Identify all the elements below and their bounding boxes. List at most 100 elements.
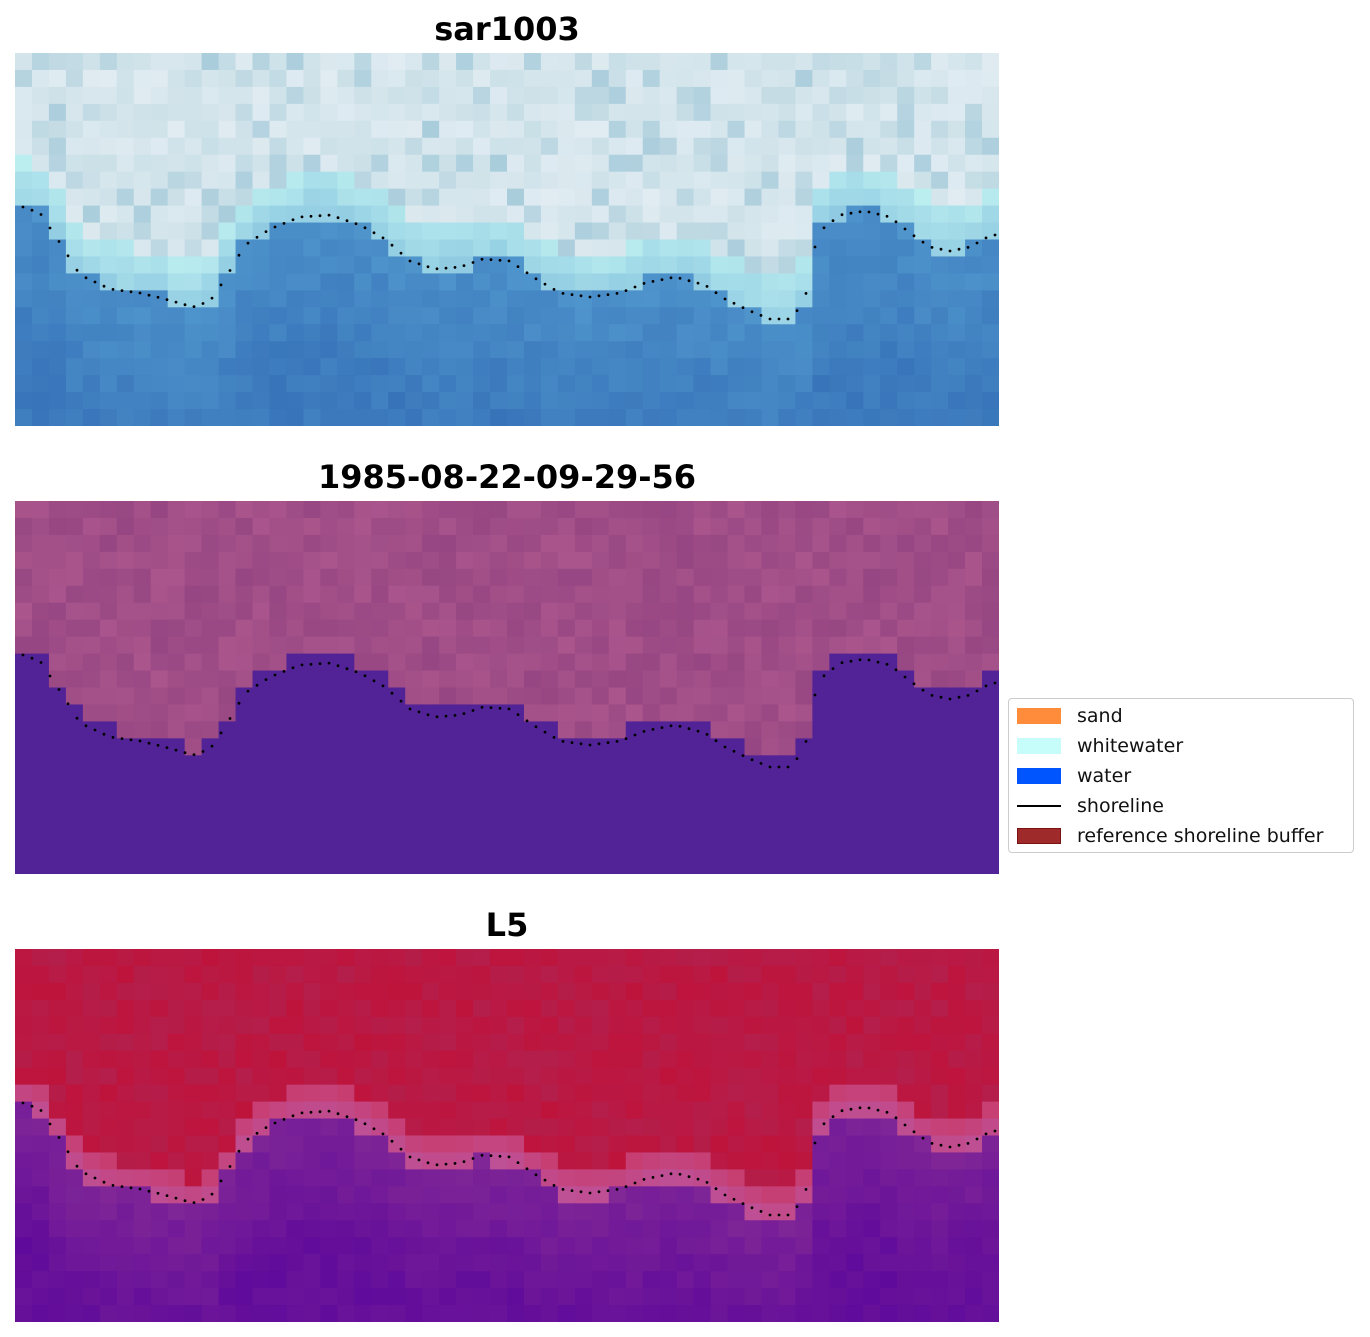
shoreline-point — [534, 1173, 538, 1177]
shoreline-point — [831, 219, 835, 223]
shoreline-point — [795, 1205, 799, 1208]
shoreline-point — [966, 1142, 970, 1145]
shoreline-point — [291, 218, 295, 222]
shoreline-point — [462, 1160, 466, 1163]
shoreline-point — [174, 300, 178, 304]
shoreline-point — [165, 298, 169, 301]
shoreline-point — [129, 738, 133, 742]
shoreline-point — [57, 688, 61, 691]
shoreline-point — [39, 661, 43, 664]
shoreline-point — [975, 241, 979, 245]
shoreline-point — [759, 762, 763, 765]
shoreline-point — [84, 724, 88, 728]
shoreline-point — [210, 1192, 214, 1196]
shoreline-point — [894, 220, 898, 224]
shoreline-point — [201, 1198, 205, 1201]
shoreline-point — [759, 314, 763, 317]
shoreline-point — [147, 1189, 151, 1193]
shoreline-point — [471, 261, 475, 264]
shoreline-point — [507, 707, 511, 711]
shoreline-point — [264, 678, 268, 681]
legend-item-whitewater: whitewater — [1017, 731, 1183, 761]
shoreline-point — [462, 712, 466, 715]
shoreline-point — [309, 214, 313, 218]
shoreline-point — [201, 750, 205, 753]
shoreline-point — [48, 226, 52, 230]
shoreline-point — [930, 1142, 934, 1145]
shoreline-point — [435, 267, 439, 271]
shoreline-point — [741, 754, 745, 757]
shoreline-point — [489, 706, 493, 709]
shoreline-point — [633, 733, 637, 737]
shoreline-point — [237, 253, 241, 257]
shoreline-point — [714, 291, 718, 295]
shoreline-point — [894, 668, 898, 672]
shoreline-point — [192, 1201, 196, 1204]
shoreline-point — [939, 695, 943, 699]
shoreline-point — [75, 716, 79, 720]
shoreline-point — [831, 1115, 835, 1118]
shoreline-point — [93, 280, 97, 284]
shoreline-point — [66, 1150, 70, 1154]
shoreline-point — [930, 694, 934, 697]
shoreline-point — [696, 1177, 700, 1181]
shoreline-point — [255, 1131, 259, 1135]
shoreline-point — [138, 1187, 142, 1191]
shoreline-point — [849, 659, 853, 663]
shoreline-point — [732, 301, 736, 305]
shoreline-point — [597, 1190, 601, 1194]
panel-title-1: sar1003 — [434, 10, 580, 48]
shoreline-point — [399, 1147, 403, 1151]
shoreline-point — [327, 1109, 331, 1113]
shoreline-point — [318, 214, 322, 218]
shoreline-point — [516, 713, 520, 716]
shoreline-point — [624, 1185, 628, 1188]
shoreline-point — [552, 288, 556, 291]
legend-label-reference-buffer: reference shoreline buffer — [1077, 825, 1324, 847]
shoreline-point — [840, 213, 844, 217]
shoreline-point — [822, 226, 826, 230]
shoreline-point — [408, 259, 412, 263]
shoreline-point — [57, 1136, 61, 1139]
shoreline-point — [273, 673, 277, 677]
shoreline-point — [246, 241, 250, 245]
shoreline-point — [165, 746, 169, 749]
shoreline-point — [21, 653, 25, 657]
shoreline-point — [660, 278, 664, 281]
shoreline-point — [795, 757, 799, 760]
shoreline-point — [300, 663, 304, 667]
shoreline-point — [354, 222, 358, 226]
shoreline-point — [453, 1162, 457, 1165]
legend-label-sand: sand — [1077, 705, 1123, 727]
shoreline-point — [372, 231, 376, 235]
shoreline-point — [336, 1112, 340, 1116]
shoreline-point — [462, 264, 466, 267]
shoreline-point — [408, 1155, 412, 1159]
shoreline-point — [165, 1194, 169, 1197]
shoreline-point — [948, 1145, 952, 1149]
shoreline-point — [570, 741, 574, 744]
shoreline-point — [156, 1191, 160, 1195]
panel-image-3 — [15, 949, 999, 1322]
shoreline-point — [453, 266, 457, 269]
shoreline-point — [876, 1108, 880, 1112]
shoreline-point — [57, 240, 61, 243]
shoreline-point — [516, 265, 520, 268]
shoreline-point — [102, 284, 106, 288]
shoreline-point — [723, 1193, 727, 1197]
shoreline-point — [615, 1188, 619, 1191]
shoreline-point — [732, 749, 736, 753]
shoreline-point — [426, 713, 430, 717]
shoreline-point — [840, 661, 844, 665]
shoreline-point — [453, 714, 457, 717]
shoreline-point — [48, 674, 52, 678]
l5-image-raster — [15, 949, 999, 1322]
shoreline-point — [786, 1213, 790, 1217]
shoreline-point — [525, 719, 529, 723]
shoreline-point — [705, 285, 709, 288]
shoreline-point — [804, 1188, 808, 1191]
shoreline-point — [669, 724, 673, 728]
shoreline-point — [885, 1110, 889, 1114]
shoreline-point — [417, 710, 421, 714]
shoreline-point — [147, 293, 151, 297]
